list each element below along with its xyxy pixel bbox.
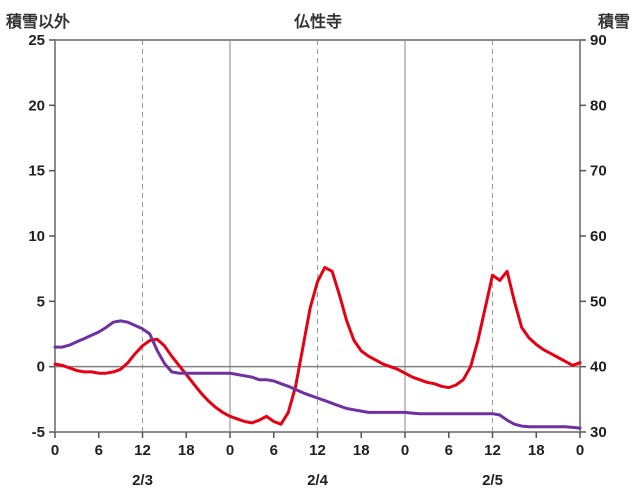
left-axis-tick-label: 20 — [28, 97, 45, 114]
right-axis-tick-label: 60 — [590, 228, 607, 245]
x-axis-tick-label: 12 — [134, 442, 151, 459]
x-axis-tick-label: 12 — [484, 442, 501, 459]
left-axis-tick-label: 10 — [28, 228, 45, 245]
day-label: 2/3 — [132, 472, 153, 489]
left-axis-tick-label: 0 — [37, 359, 45, 376]
left-axis-tick-label: 25 — [28, 32, 45, 49]
x-axis-tick-label: 18 — [178, 442, 195, 459]
left-axis-tick-label: 15 — [28, 163, 45, 180]
right-axis-title: 積雪 — [597, 14, 630, 31]
x-axis-tick-label: 18 — [353, 442, 370, 459]
day-label: 2/4 — [307, 472, 329, 489]
right-axis-tick-label: 50 — [590, 293, 607, 310]
x-axis-tick-label: 0 — [226, 442, 234, 459]
day-label: 2/5 — [482, 472, 503, 489]
right-axis-tick-label: 30 — [590, 424, 607, 441]
x-axis-tick-label: 0 — [51, 442, 59, 459]
x-axis-tick-label: 12 — [309, 442, 326, 459]
right-axis-tick-label: 70 — [590, 163, 607, 180]
x-axis-tick-label: 0 — [576, 442, 584, 459]
snow-depth-line — [53, 319, 582, 430]
left-axis-tick-label: -5 — [32, 424, 45, 441]
left-axis-title: 積雪以外 — [6, 14, 71, 31]
x-axis-tick-label: 0 — [401, 442, 409, 459]
chart-header: 積雪以外 仏性寺 積雪 — [0, 6, 636, 32]
x-axis-tick-label: 6 — [95, 442, 103, 459]
right-axis-tick-label: 40 — [590, 359, 607, 376]
x-axis-tick-label: 6 — [445, 442, 453, 459]
x-axis-tick-label: 18 — [528, 442, 545, 459]
right-axis-tick-label: 80 — [590, 97, 607, 114]
right-axis-tick-label: 90 — [590, 32, 607, 49]
left-axis-tick-label: 5 — [37, 293, 45, 310]
temperature-line — [53, 265, 582, 426]
chart-title: 仏性寺 — [293, 14, 342, 31]
x-axis-tick-label: 6 — [270, 442, 278, 459]
